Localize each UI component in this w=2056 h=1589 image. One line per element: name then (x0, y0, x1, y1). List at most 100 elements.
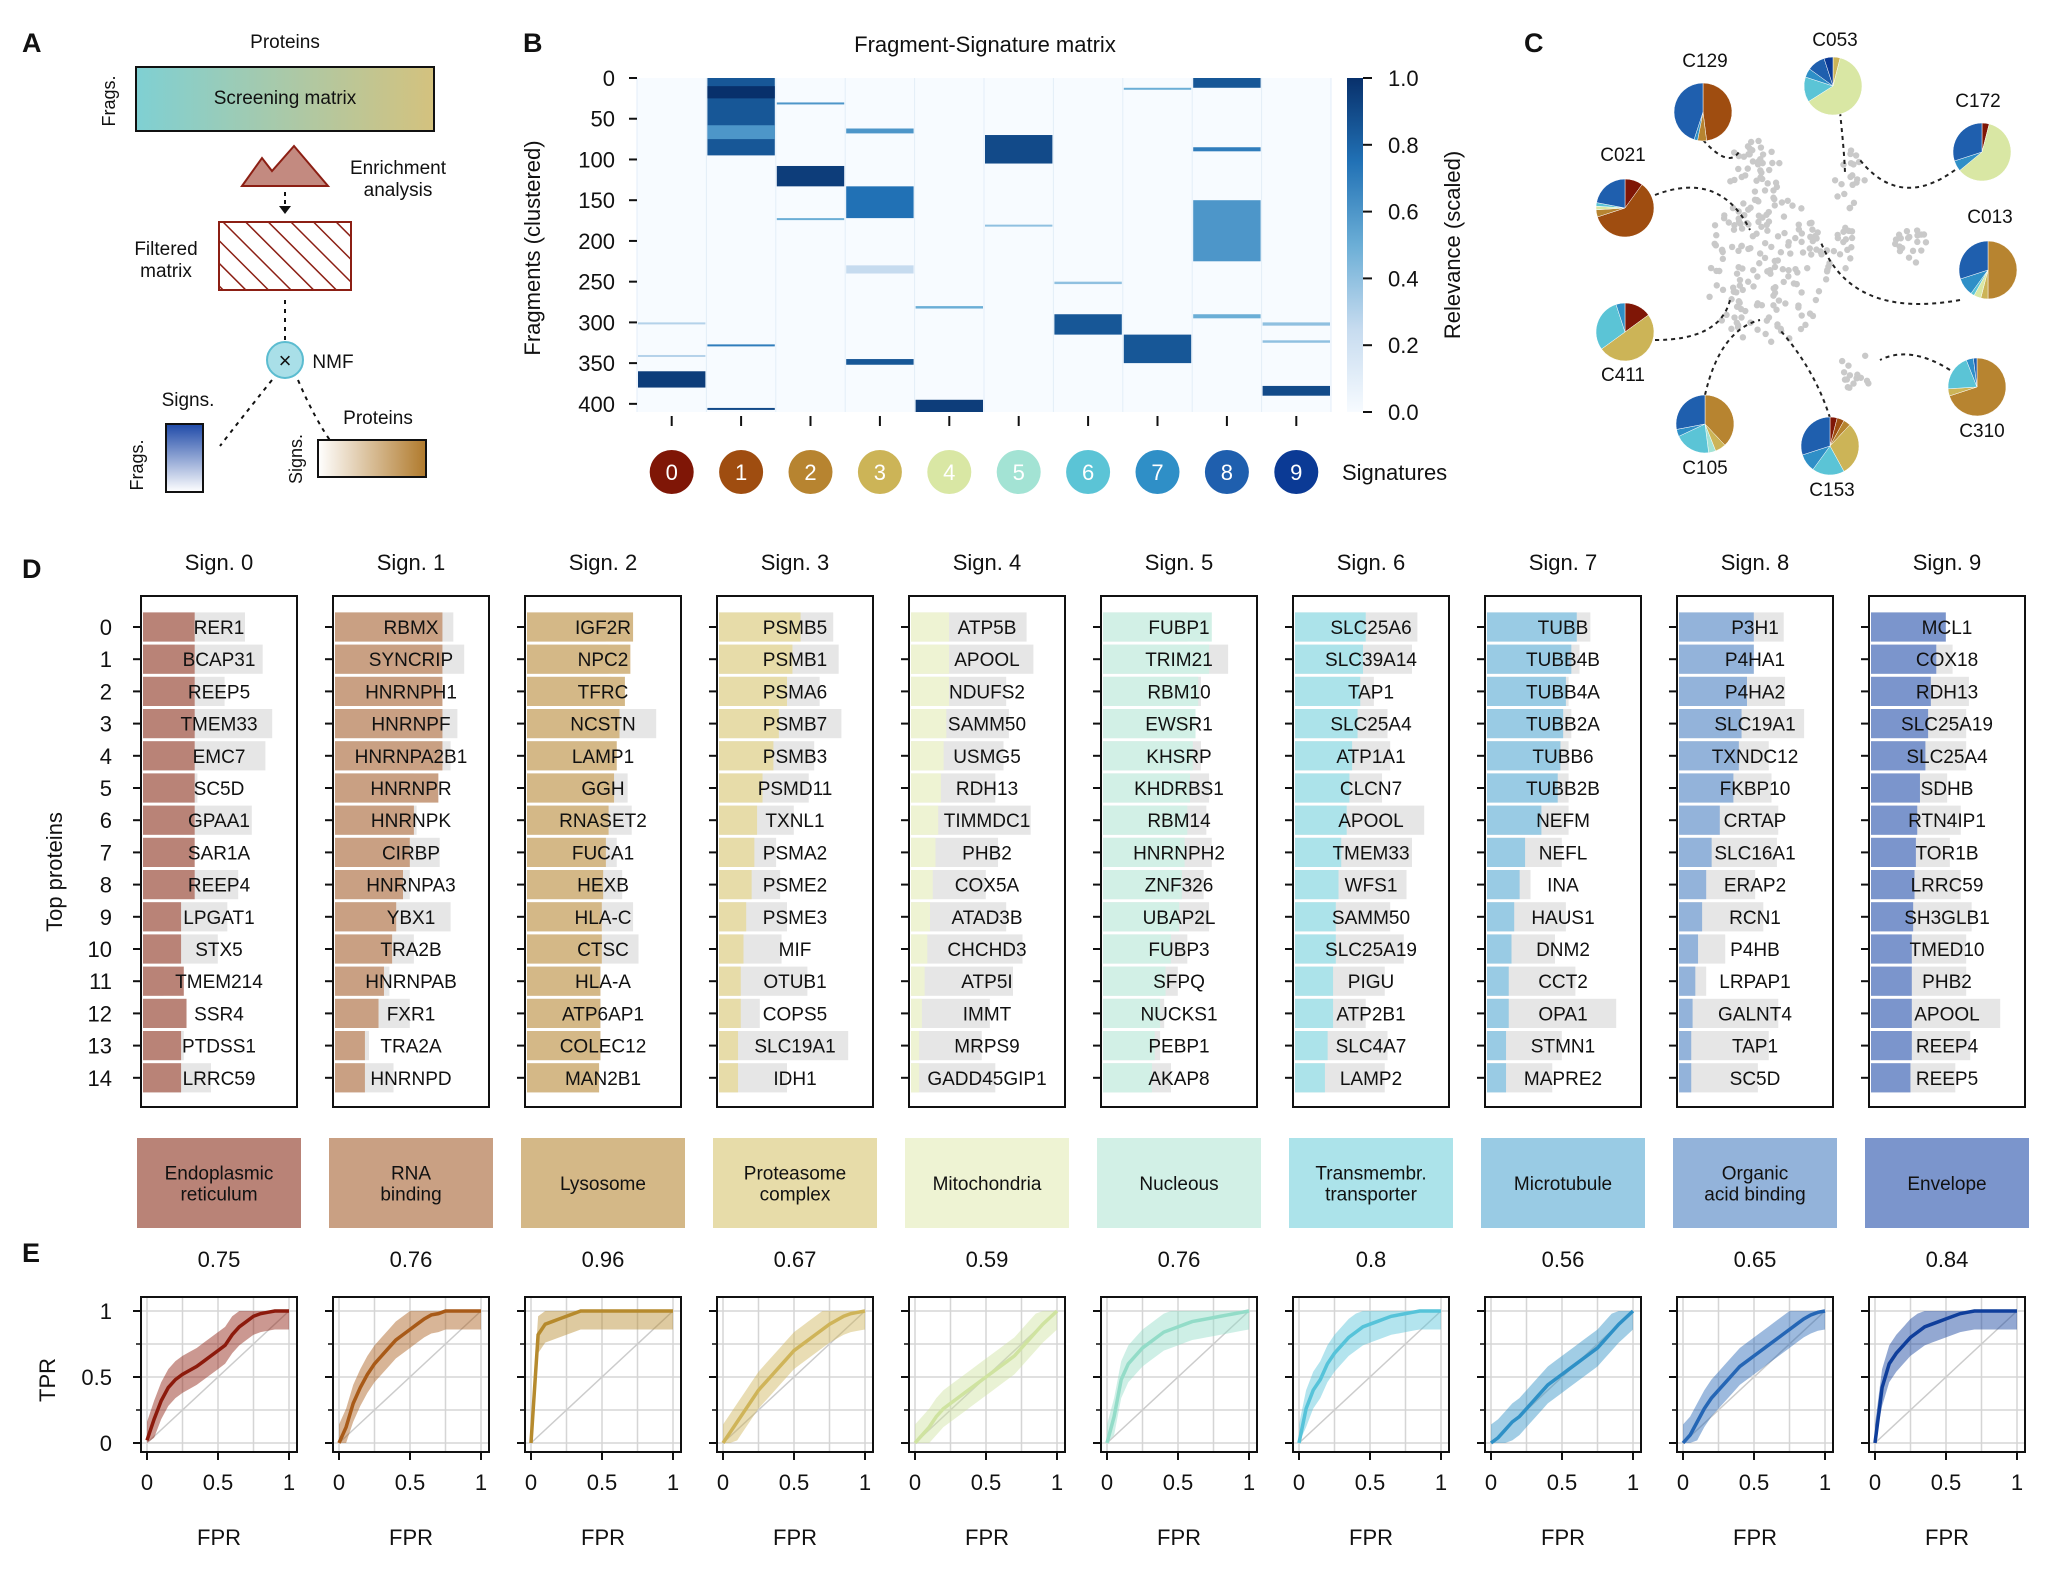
protein-label: SH3GLB1 (1904, 908, 1990, 929)
protein-label: P4HB (1730, 940, 1780, 961)
bar-background (1679, 1031, 1769, 1061)
scatter-point (1764, 180, 1771, 187)
protein-label: SLC19A1 (1714, 715, 1795, 736)
scatter-point (1754, 273, 1761, 280)
signature-circle-7 (1135, 450, 1180, 494)
colorbar-label: Relevance (scaled) (1440, 151, 1465, 339)
bar (527, 837, 606, 867)
protein-label: HNRNPF (371, 715, 450, 736)
roc-xtick-label: 0 (1485, 1470, 1497, 1495)
roc-panel-8: 0 0.5 1 FPR (1669, 1296, 1834, 1550)
scatter-point (1807, 233, 1814, 241)
signature-panel-frame (332, 595, 490, 1108)
scatter-point (1806, 220, 1813, 227)
scatter-point (1918, 247, 1925, 254)
auc-label: 0.84 (1926, 1247, 1969, 1272)
heatmap-ytick-label: 400 (578, 392, 615, 417)
pie-label: C172 (1955, 91, 2000, 112)
protein-label: PIGU (1348, 972, 1394, 993)
scatter-point (1898, 244, 1906, 252)
fpr-xlabel: FPR (773, 1525, 817, 1550)
signature-circle-9 (1274, 450, 1319, 494)
scatter-point (1725, 219, 1732, 226)
scatter-point (1809, 226, 1816, 233)
protein-label: TXNDC12 (1712, 747, 1799, 768)
scatter-point (1742, 172, 1749, 179)
roc-diagonal (1106, 1310, 1250, 1444)
pie-slice (1615, 302, 1626, 333)
scatter-point (1771, 195, 1778, 203)
heatmap-ytick-label: 150 (578, 188, 615, 213)
bar (1871, 644, 1937, 674)
roc-panel-9: 0 0.5 1 FPR (1861, 1296, 2026, 1550)
scatter-point (1838, 180, 1845, 188)
bar (527, 773, 615, 803)
scatter-point (1841, 376, 1849, 383)
scatter-point (1719, 255, 1727, 263)
protein-matrix-box (317, 439, 427, 478)
protein-label: IMMT (963, 1004, 1012, 1025)
signature-panel-title: Sign. 4 (953, 550, 1022, 575)
roc-xtick-label: 1 (859, 1470, 871, 1495)
bar (1103, 837, 1185, 867)
signature-circle-label: 8 (1221, 460, 1233, 485)
multiply-icon: × (279, 348, 292, 373)
bar (335, 1063, 365, 1093)
category-box (521, 1138, 685, 1228)
scatter-point (1765, 166, 1773, 174)
heatmap-band (985, 224, 1053, 227)
colorbar-tick-label: 0.0 (1388, 400, 1419, 425)
bar (1487, 612, 1577, 642)
protein-label: APOOL (1914, 1004, 1979, 1025)
category-label: Mitochondria (933, 1174, 1042, 1195)
category-label: acid binding (1704, 1185, 1805, 1206)
bar-background (911, 1031, 982, 1061)
top-proteins-ylabel: Top proteins (42, 812, 67, 932)
signature-panel-7: Sign. 7 TUBB TUBB4B TUBB4A TUBB2A TUBB6 TUBB2B… (1477, 550, 1645, 1272)
protein-label: TMEM33 (180, 715, 257, 736)
bar (1679, 676, 1747, 706)
protein-label: RNASET2 (559, 811, 647, 832)
roc-xtick-label: 1 (1627, 1470, 1639, 1495)
signature-panel-2: Sign. 2 IGF2R NPC2 TFRC NCSTN LAMP1 GGH RNASET2… (517, 550, 685, 1272)
heatmap-band (1054, 281, 1122, 285)
protein-label: RER1 (194, 618, 245, 639)
bar (1679, 998, 1693, 1028)
signature-circle-0 (649, 450, 694, 494)
signature-circle-label: 5 (1013, 460, 1025, 485)
roc-curve (1297, 1309, 1441, 1444)
signature-circle-1 (719, 450, 764, 494)
bar (911, 870, 933, 900)
scatter-point (1799, 249, 1807, 256)
protein-label: NEFL (1539, 843, 1588, 864)
bar (911, 773, 941, 803)
panel-c: C C129 C053 C172 C021 C013 C411 C310 C105 C153 (1524, 28, 2018, 501)
bar (911, 837, 936, 867)
bar (719, 741, 774, 771)
scatter-point (1733, 270, 1741, 277)
bar (1295, 709, 1358, 739)
pie-slice (1678, 423, 1709, 454)
bar (1487, 709, 1564, 739)
signature-panel-title: Sign. 3 (761, 550, 830, 575)
bar (1103, 934, 1171, 964)
protein-label: SC5D (1730, 1069, 1781, 1090)
bar (1487, 676, 1566, 706)
frags-label: Frags. (99, 75, 119, 126)
scatter-point (1785, 267, 1792, 274)
scatter-point (1804, 264, 1811, 272)
protein-label: PSMA2 (763, 843, 827, 864)
protein-label: FXR1 (387, 1004, 436, 1025)
scatter-point (1776, 159, 1783, 167)
category-box (329, 1138, 493, 1228)
scatter-point (1826, 259, 1833, 267)
bar (1103, 998, 1161, 1028)
scatter-point (1730, 288, 1738, 295)
protein-label: SLC25A6 (1330, 618, 1411, 639)
pie-slice (1959, 123, 2012, 182)
row-tick-label: 7 (100, 840, 112, 865)
tpr-ylabel: TPR (35, 1358, 60, 1402)
category-box (1673, 1138, 1837, 1228)
protein-label: NUCKS1 (1140, 1004, 1217, 1025)
scatter-point (1707, 264, 1715, 272)
